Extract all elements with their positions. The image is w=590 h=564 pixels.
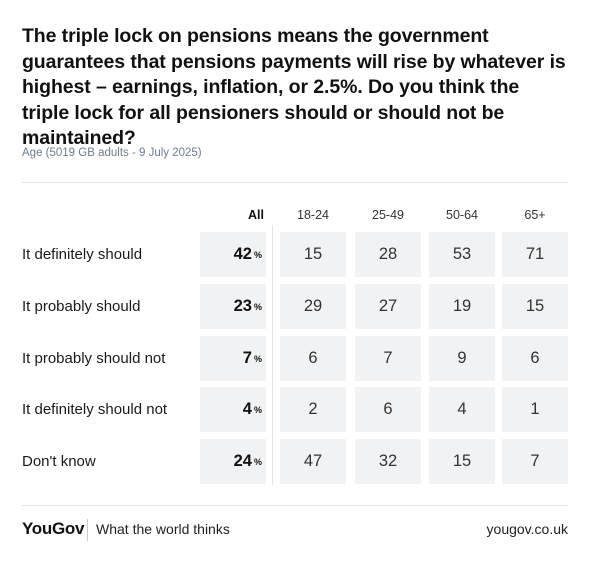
cell-value: 28 [355, 232, 421, 277]
cell-value: 2 [280, 387, 346, 432]
cell-value: 4 [429, 387, 495, 432]
row-label: It probably should not [22, 350, 166, 367]
logo-separator [87, 519, 88, 541]
cell-value: 15 [280, 232, 346, 277]
chart-title: The triple lock on pensions means the go… [22, 25, 566, 149]
cell-value: 7 [355, 336, 421, 381]
col-header-18-24: 18-24 [297, 208, 329, 222]
col-header-50-64: 50-64 [446, 208, 478, 222]
chart-subtitle: Age (5019 GB adults - 9 July 2025) [22, 147, 202, 159]
cell-value: 7 [502, 439, 568, 484]
cell-all-value: 4% [200, 387, 266, 432]
cell-all-value: 23% [200, 284, 266, 329]
col-header-25-49: 25-49 [372, 208, 404, 222]
cell-value: 19 [429, 284, 495, 329]
cell-value: 32 [355, 439, 421, 484]
cell-value: 15 [429, 439, 495, 484]
cell-value: 27 [355, 284, 421, 329]
yougov-logo: YouGov [22, 519, 85, 538]
all-value-number: 42 [233, 245, 252, 263]
cell-value: 29 [280, 284, 346, 329]
cell-value: 6 [280, 336, 346, 381]
cell-all-value: 42% [200, 232, 266, 277]
all-value-number: 23 [233, 297, 252, 315]
row-label: It definitely should not [22, 401, 168, 418]
row-label: Don't know [22, 453, 96, 470]
cell-value: 1 [502, 387, 568, 432]
bottom-divider [22, 505, 568, 506]
percent-sign: % [253, 353, 262, 364]
cell-value: 47 [280, 439, 346, 484]
cell-value: 6 [502, 336, 568, 381]
all-value-number: 24 [233, 452, 252, 470]
cell-value: 9 [429, 336, 495, 381]
percent-sign: % [253, 301, 262, 312]
footer-tagline: What the world thinks [96, 521, 230, 537]
percent-sign: % [253, 249, 262, 260]
cell-value: 53 [429, 232, 495, 277]
cell-all-value: 24% [200, 439, 266, 484]
col-header-all: All [248, 208, 264, 222]
top-divider [22, 182, 568, 183]
cell-all-value: 7% [200, 336, 266, 381]
all-value-number: 4 [242, 400, 252, 418]
col-header-65-: 65+ [524, 208, 546, 222]
all-value-number: 7 [242, 349, 252, 367]
all-column-divider [272, 225, 273, 485]
footer-url: yougov.co.uk [486, 521, 568, 537]
percent-sign: % [253, 456, 262, 467]
percent-sign: % [253, 404, 262, 415]
cell-value: 15 [502, 284, 568, 329]
cell-value: 71 [502, 232, 568, 277]
cell-value: 6 [355, 387, 421, 432]
row-label: It probably should [22, 298, 141, 315]
row-label: It definitely should [22, 246, 143, 263]
